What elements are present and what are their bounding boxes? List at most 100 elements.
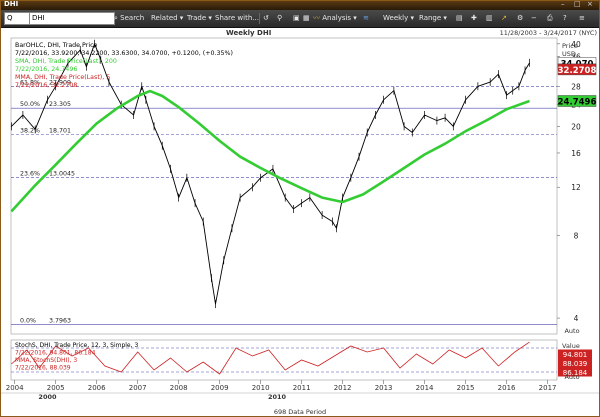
price-value-tag-text: 32.2708	[558, 66, 597, 76]
fib-label: 23.6%	[20, 171, 40, 178]
expand-icon[interactable]: ≡	[579, 14, 585, 22]
title-bar: DHI – □ ×	[1, 0, 599, 10]
price-axis-title: Price	[562, 42, 578, 50]
year-label: 2010	[252, 384, 270, 392]
year-label: 2006	[88, 384, 106, 392]
weekly-button[interactable]: Weekly ▾	[383, 14, 415, 22]
link-icon[interactable]: ⚲	[277, 14, 283, 22]
year-label: 2017	[539, 384, 557, 392]
price-auto-label: Auto	[564, 327, 579, 335]
stoch-pane-frame	[10, 339, 558, 381]
share-button[interactable]: Share with...	[215, 14, 259, 22]
toolbar-divider	[259, 13, 260, 24]
fib-price: 3.7963	[49, 317, 71, 324]
search-icon: ⌕	[114, 14, 118, 22]
maximize-button[interactable]: □	[574, 0, 581, 8]
price-tick-label: 4	[574, 314, 579, 323]
stoch-legend-line: MMA, StochS(DHI), 3	[15, 357, 77, 364]
stoch-axis-title: Value	[562, 342, 580, 350]
price-tick-label: 28	[571, 82, 581, 91]
stoch-value-tag-text: 86.184	[563, 369, 588, 377]
stoch-value-tag-text: 94.801	[563, 351, 588, 359]
crosshair-icon[interactable]: ✚	[471, 14, 477, 22]
analysis-icon: 〰	[313, 14, 320, 22]
minimize-button[interactable]: –	[561, 0, 565, 8]
minus-icon[interactable]: −	[531, 14, 537, 22]
year-label: 2009	[211, 384, 229, 392]
chart-title: Weekly DHI	[226, 29, 271, 37]
data-period-status: 698 Data Period	[274, 408, 326, 416]
stoch-value-tag	[558, 367, 592, 377]
symbol-input[interactable]: DHI	[29, 12, 115, 25]
fib-price: 23.305	[49, 101, 71, 108]
price-tick-label: 40	[571, 40, 581, 49]
stoch-legend-line: 7/22/2016, 88.039	[15, 365, 71, 372]
chart-area[interactable]: Weekly DHI 11/28/2003 - 3/24/2017 (NYC) 61…	[1, 28, 599, 416]
trade-button[interactable]: Trade ▾	[187, 14, 212, 22]
year-label: 2015	[457, 384, 475, 392]
fib-label: 61.8%	[20, 80, 40, 87]
fib-price: 13.0045	[49, 171, 75, 178]
stoch-value-tag	[558, 349, 592, 359]
analysis-button[interactable]: 〰 Analysis ▾	[313, 12, 357, 25]
related-button[interactable]: Related ▾	[151, 14, 184, 22]
fib-price: 18.701	[49, 127, 71, 134]
stoch-auto-label: Auto	[564, 373, 579, 381]
price-axis-unit: USD	[562, 50, 576, 58]
print-icon[interactable]: ⎙	[547, 14, 553, 22]
year-label: 2013	[375, 384, 393, 392]
price-pane-frame	[10, 37, 558, 335]
legend-line: 7/22/2016, 32.2708	[15, 82, 77, 89]
fib-label: 0.0%	[20, 317, 36, 324]
year-label: 2008	[170, 384, 188, 392]
chart-date-range: 11/28/2003 - 3/24/2017 (NYC)	[500, 29, 597, 37]
chart-type-icon[interactable]: ▥	[486, 14, 493, 22]
search-label: Search	[120, 14, 145, 22]
year-label: 2007	[129, 384, 147, 392]
fib-label: 50.0%	[20, 101, 40, 108]
grid-icon[interactable]: ▤	[456, 14, 463, 22]
year-label: 2012	[334, 384, 352, 392]
legend-line: 7/22/2016, 33.9200, 34.2200, 33.6300, 34…	[15, 50, 233, 57]
help-icon[interactable]: ?	[563, 14, 567, 22]
price-tick-label: 20	[571, 122, 581, 131]
year-label: 2005	[47, 384, 65, 392]
legend-line: 7/22/2016, 24.7496	[15, 66, 77, 73]
price-tick-label: 12	[571, 183, 581, 192]
price-tick-label: 8	[574, 232, 579, 241]
search-button[interactable]: ⌕ Search	[114, 12, 144, 25]
window-title: DHI	[4, 0, 19, 8]
price-value-tag-text: 24.7496	[558, 97, 597, 107]
trend-icon[interactable]: ↗	[501, 14, 507, 22]
close-button[interactable]: ×	[587, 0, 593, 8]
year-label: 2011	[293, 384, 311, 392]
toolbar: Q DHI ⌕ Search Related ▾ Trade ▾ Share w…	[1, 10, 599, 28]
stoch-value-tag-text: 88.039	[563, 360, 588, 368]
fib-label: 38.2%	[20, 127, 40, 134]
stoch-value-tag	[558, 358, 592, 368]
settings-icon[interactable]: ⚙	[517, 14, 524, 22]
stoch-legend-line: StochS, DHI, Trade Price, 12, 3, Simple,…	[15, 342, 138, 349]
year-label: 2004	[6, 384, 24, 392]
price-value-tag	[557, 63, 597, 76]
folder-icon[interactable]: ▣	[293, 14, 300, 22]
layout-icon[interactable]: ▦	[303, 14, 310, 22]
wave-icon[interactable]: ≋	[363, 14, 369, 22]
range-button[interactable]: Range ▾	[419, 14, 447, 22]
undo-icon[interactable]: ↺	[263, 14, 269, 22]
decade-label: 2000	[38, 393, 57, 401]
fib-price: 27.909	[49, 80, 71, 87]
price-tick-label: 16	[571, 149, 581, 158]
decade-label: 2010	[268, 393, 287, 401]
search-type-dropdown[interactable]: Q	[4, 12, 30, 25]
legend-line: BarOHLC, DHI, Trade Price	[15, 42, 98, 49]
year-label: 2016	[498, 384, 516, 392]
stoch-legend-line: 7/22/2016, 94.801, 86.184	[15, 350, 96, 357]
stoch-series-line	[11, 341, 530, 375]
price-value-tag	[557, 95, 597, 107]
legend-line: MMA, DHI, Trade Price(Last), 5	[15, 74, 110, 81]
year-label: 2014	[416, 384, 434, 392]
analysis-label: Analysis ▾	[322, 14, 357, 22]
price-tick-label: 36	[571, 52, 581, 61]
